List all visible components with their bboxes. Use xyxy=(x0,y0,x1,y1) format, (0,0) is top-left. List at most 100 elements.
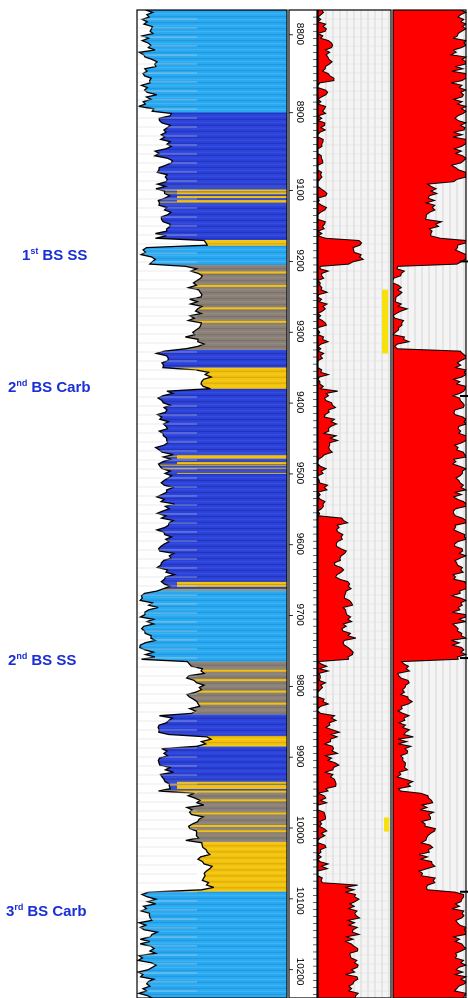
lithology-stripe xyxy=(137,927,287,929)
lithology-stripe xyxy=(137,424,287,427)
lithology-yellow-band xyxy=(177,582,287,585)
lithology-stripe xyxy=(137,906,287,908)
lithology-stripe xyxy=(137,909,287,911)
formation-num: 1 xyxy=(22,247,30,264)
lithology-stripe xyxy=(137,752,287,754)
depth-track-background xyxy=(289,10,317,998)
lithology-stripe xyxy=(137,837,287,839)
lithology-stripe xyxy=(137,854,287,856)
formation-name: BS Carb xyxy=(31,379,90,396)
lithology-stripe xyxy=(137,948,287,950)
lithology-stripe xyxy=(137,145,287,147)
lithology-stripe xyxy=(137,163,287,165)
formation-name: BS SS xyxy=(42,247,87,264)
lithology-stripe xyxy=(137,755,287,757)
lithology-stripe xyxy=(137,373,287,375)
depth-label: 9700 xyxy=(294,604,305,627)
lithology-stripe xyxy=(137,557,287,560)
track-frame xyxy=(392,9,467,998)
lithology-block-blue xyxy=(137,746,287,779)
lithology-fill xyxy=(137,240,287,246)
lithology-stripe xyxy=(137,954,287,956)
lithology-stripe xyxy=(137,996,287,998)
depth-label: 9600 xyxy=(294,533,305,556)
lithology-yellow-band xyxy=(177,702,287,705)
lithology-fill xyxy=(137,349,287,368)
lithology-stripe xyxy=(137,412,287,415)
lithology-yellow-band xyxy=(177,786,287,789)
formation-num: 2 xyxy=(8,652,16,669)
lithology-stripe xyxy=(137,458,287,460)
lithology-stripe xyxy=(137,828,287,830)
lithology-stripe xyxy=(137,112,287,114)
lithology-stripe xyxy=(137,848,287,850)
lithology-stripe xyxy=(137,264,287,267)
lithology-stripe xyxy=(137,804,287,806)
lithology-stripe xyxy=(137,430,287,433)
lithology-stripe xyxy=(137,61,287,63)
lithology-stripe xyxy=(137,297,287,300)
lithology-stripe xyxy=(137,222,287,224)
lithology-stripe xyxy=(137,282,287,285)
depth-label: 8900 xyxy=(294,101,305,124)
lithology-stripe xyxy=(137,744,287,747)
lithology-block-yellow xyxy=(137,240,287,246)
lithology-yellow-band xyxy=(177,669,287,672)
lithology-stripe xyxy=(137,957,287,959)
lithology-stripe xyxy=(137,749,287,751)
lithology-stripe xyxy=(137,682,287,684)
lithology-block-light-blue xyxy=(137,590,287,662)
lithology-stripe xyxy=(137,548,287,551)
lithology-stripe xyxy=(137,661,287,663)
lithology-stripe xyxy=(137,288,287,291)
track3-yellow-flag xyxy=(384,817,389,832)
lithology-stripe xyxy=(137,55,287,57)
lithology-stripe xyxy=(137,915,287,917)
lithology-stripe xyxy=(137,124,287,126)
lithology-stripe xyxy=(137,921,287,923)
lithology-stripe xyxy=(137,97,287,99)
lithology-yellow-band xyxy=(177,192,287,195)
lithology-stripe xyxy=(137,834,287,836)
lithology-stripe xyxy=(137,245,287,248)
lithology-stripe xyxy=(137,936,287,938)
formation-labels: 1st BS SS 2nd BS Carb 2nd BS SS 3rd BS Carb xyxy=(6,246,91,920)
lithology-stripe xyxy=(137,178,287,180)
lithology-stripe xyxy=(137,186,287,188)
lithology-stripe xyxy=(137,19,287,21)
lithology-stripe xyxy=(137,333,287,336)
lithology-stripe xyxy=(137,659,287,661)
lithology-stripe xyxy=(137,664,287,666)
formation-sup: st xyxy=(30,246,38,256)
lithology-stripe xyxy=(137,819,287,821)
lithology-stripe xyxy=(137,349,287,352)
lithology-stripe xyxy=(137,605,287,607)
lithology-stripe xyxy=(137,924,287,926)
lithology-stripe xyxy=(137,792,287,794)
lithology-stripe xyxy=(137,336,287,339)
lithology-stripe xyxy=(137,276,287,279)
lithology-stripe xyxy=(137,418,287,421)
lithology-stripe xyxy=(137,533,287,536)
lithology-stripe xyxy=(137,497,287,500)
lithology-stripe xyxy=(137,951,287,953)
lithology-stripe xyxy=(137,758,287,760)
lithology-stripe xyxy=(137,64,287,66)
lithology-block-light-blue xyxy=(137,10,287,114)
formation-sup: rd xyxy=(14,902,23,912)
lithology-stripe xyxy=(137,157,287,159)
lithology-stripe xyxy=(137,945,287,947)
lithology-stripe xyxy=(137,73,287,75)
lithology-stripe xyxy=(137,810,287,812)
lithology-stripe xyxy=(137,942,287,944)
lithology-stripe xyxy=(137,563,287,566)
lithology-stripe xyxy=(137,204,287,206)
lithology-stripe xyxy=(137,464,287,466)
lithology-stripe xyxy=(137,488,287,491)
lithology-stripe xyxy=(137,673,287,675)
track-frame xyxy=(288,9,318,998)
depth-label: 9400 xyxy=(294,391,305,414)
lithology-stripe xyxy=(137,723,287,725)
depth-label: 8800 xyxy=(294,23,305,46)
lithology-stripe xyxy=(137,231,287,233)
